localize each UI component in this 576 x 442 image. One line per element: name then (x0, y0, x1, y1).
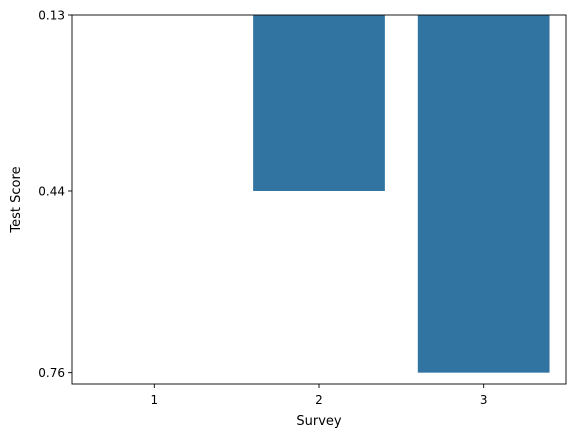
bars-group (253, 15, 550, 373)
x-axis-label: Survey (296, 414, 342, 429)
x-tick-label: 2 (315, 393, 323, 407)
bar-3 (417, 15, 550, 373)
y-tick-label: 0.44 (38, 184, 65, 198)
y-axis-label: Test Score (9, 166, 24, 233)
x-tick-label: 3 (480, 393, 488, 407)
y-axis-ticks: 0.13 0.44 0.76 (38, 9, 72, 380)
y-tick-label: 0.13 (38, 9, 65, 23)
x-axis-ticks: 1 2 3 (151, 384, 488, 407)
y-tick-label: 0.76 (38, 366, 65, 380)
x-tick-label: 1 (151, 393, 159, 407)
bar-2 (253, 15, 385, 191)
